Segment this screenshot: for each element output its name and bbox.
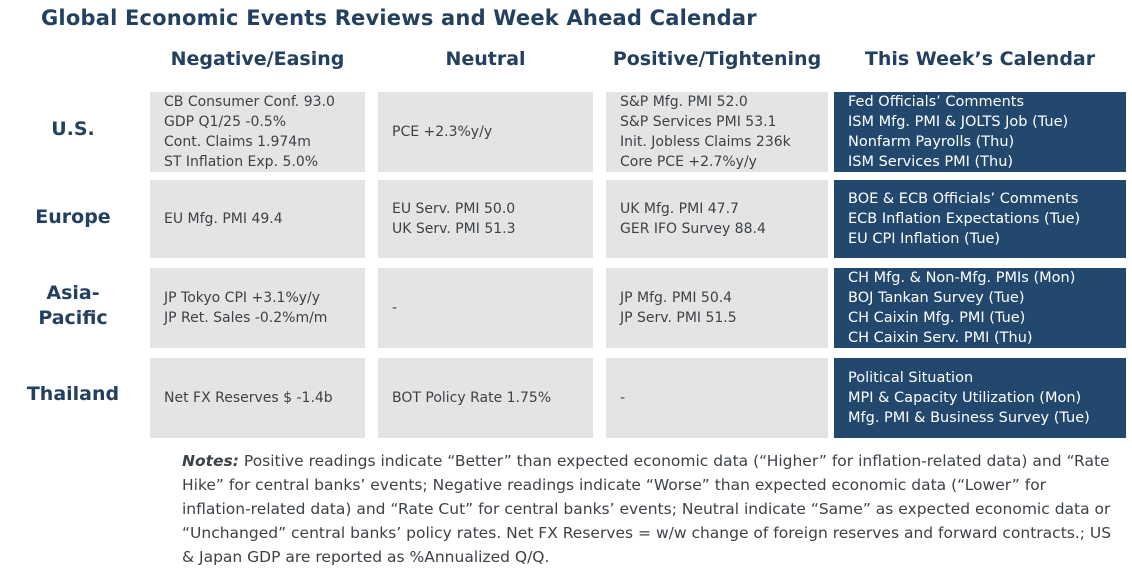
data-item: GER IFO Survey 88.4 xyxy=(620,221,766,237)
thailand-neutral-cell: BOT Policy Rate 1.75% xyxy=(378,358,593,438)
data-item: ST Inflation Exp. 5.0% xyxy=(164,154,319,170)
europe-positive-cell: UK Mfg. PMI 47.7 GER IFO Survey 88.4 xyxy=(606,180,828,258)
data-item: S&P Services PMI 53.1 xyxy=(620,114,777,130)
calendar-event: BOE & ECB Officials’ Comments xyxy=(848,191,1079,207)
column-header-positive: Positive/Tightening xyxy=(612,48,822,70)
data-item: PCE +2.3%y/y xyxy=(392,124,493,140)
calendar-event: Nonfarm Payrolls (Thu) xyxy=(848,134,1015,150)
notes-text: Positive readings indicate “Better” than… xyxy=(182,452,1112,566)
data-item: - xyxy=(620,390,626,406)
calendar-event: ECB Inflation Expectations (Tue) xyxy=(848,211,1081,227)
us-neutral-cell: PCE +2.3%y/y xyxy=(378,92,593,172)
calendar-event: Political Situation xyxy=(848,370,974,386)
thailand-negative-cell: Net FX Reserves $ -1.4b xyxy=(150,358,365,438)
calendar-event: ISM Mfg. PMI & JOLTS Job (Tue) xyxy=(848,114,1069,130)
data-item: Net FX Reserves $ -1.4b xyxy=(164,390,333,406)
calendar-event: CH Caixin Mfg. PMI (Tue) xyxy=(848,310,1026,326)
calendar-event: BOJ Tankan Survey (Tue) xyxy=(848,290,1025,306)
us-positive-cell: S&P Mfg. PMI 52.0 S&P Services PMI 53.1 … xyxy=(606,92,828,172)
data-item: GDP Q1/25 -0.5% xyxy=(164,114,287,130)
asia-negative-cell: JP Tokyo CPI +3.1%y/y JP Ret. Sales -0.2… xyxy=(150,268,365,348)
calendar-event: EU CPI Inflation (Tue) xyxy=(848,231,1001,247)
asia-neutral-cell: - xyxy=(378,268,593,348)
data-item: Core PCE +2.7%y/y xyxy=(620,154,757,170)
data-item: UK Mfg. PMI 47.7 xyxy=(620,201,739,217)
asia-positive-cell: JP Mfg. PMI 50.4 JP Serv. PMI 51.5 xyxy=(606,268,828,348)
calendar-event: Mfg. PMI & Business Survey (Tue) xyxy=(848,410,1090,426)
asia-calendar-cell: CH Mfg. & Non-Mfg. PMIs (Mon) BOJ Tankan… xyxy=(834,268,1126,348)
row-label-asia-pacific: Asia- Pacific xyxy=(18,281,128,331)
column-header-negative: Negative/Easing xyxy=(170,48,345,70)
row-label-line: Asia- xyxy=(46,282,100,304)
row-label-line: Pacific xyxy=(38,307,108,329)
row-label-us: U.S. xyxy=(51,118,95,140)
calendar-event: ISM Services PMI (Thu) xyxy=(848,154,1014,170)
data-item: Init. Jobless Claims 236k xyxy=(620,134,791,150)
calendar-event: CH Mfg. & Non-Mfg. PMIs (Mon) xyxy=(848,270,1076,286)
europe-calendar-cell: BOE & ECB Officials’ Comments ECB Inflat… xyxy=(834,180,1126,258)
data-item: JP Ret. Sales -0.2%m/m xyxy=(164,310,328,326)
us-negative-cell: CB Consumer Conf. 93.0 GDP Q1/25 -0.5% C… xyxy=(150,92,365,172)
data-item: UK Serv. PMI 51.3 xyxy=(392,221,516,237)
column-header-neutral: Neutral xyxy=(445,48,526,70)
row-label-thailand: Thailand xyxy=(26,383,120,405)
thailand-calendar-cell: Political Situation MPI & Capacity Utili… xyxy=(834,358,1126,438)
page-title: Global Economic Events Reviews and Week … xyxy=(41,6,757,30)
notes-label: Notes: xyxy=(182,452,239,470)
data-item: JP Mfg. PMI 50.4 xyxy=(620,290,733,306)
data-item: EU Serv. PMI 50.0 xyxy=(392,201,516,217)
data-item: JP Tokyo CPI +3.1%y/y xyxy=(164,290,321,306)
thailand-positive-cell: - xyxy=(606,358,828,438)
data-item: JP Serv. PMI 51.5 xyxy=(620,310,737,326)
us-calendar-cell: Fed Officials’ Comments ISM Mfg. PMI & J… xyxy=(834,92,1126,172)
europe-negative-cell: EU Mfg. PMI 49.4 xyxy=(150,180,365,258)
data-item: S&P Mfg. PMI 52.0 xyxy=(620,94,748,110)
data-item: EU Mfg. PMI 49.4 xyxy=(164,211,283,227)
europe-neutral-cell: EU Serv. PMI 50.0 UK Serv. PMI 51.3 xyxy=(378,180,593,258)
data-item: - xyxy=(392,300,398,316)
data-item: Cont. Claims 1.974m xyxy=(164,134,311,150)
row-label-europe: Europe xyxy=(35,206,111,228)
calendar-event: Fed Officials’ Comments xyxy=(848,94,1024,110)
data-item: BOT Policy Rate 1.75% xyxy=(392,390,552,406)
data-item: CB Consumer Conf. 93.0 xyxy=(164,94,335,110)
column-header-calendar: This Week’s Calendar xyxy=(864,48,1096,70)
calendar-event: MPI & Capacity Utilization (Mon) xyxy=(848,390,1082,406)
calendar-event: CH Caixin Serv. PMI (Thu) xyxy=(848,330,1033,346)
notes-paragraph: Notes: Positive readings indicate “Bette… xyxy=(182,449,1112,569)
